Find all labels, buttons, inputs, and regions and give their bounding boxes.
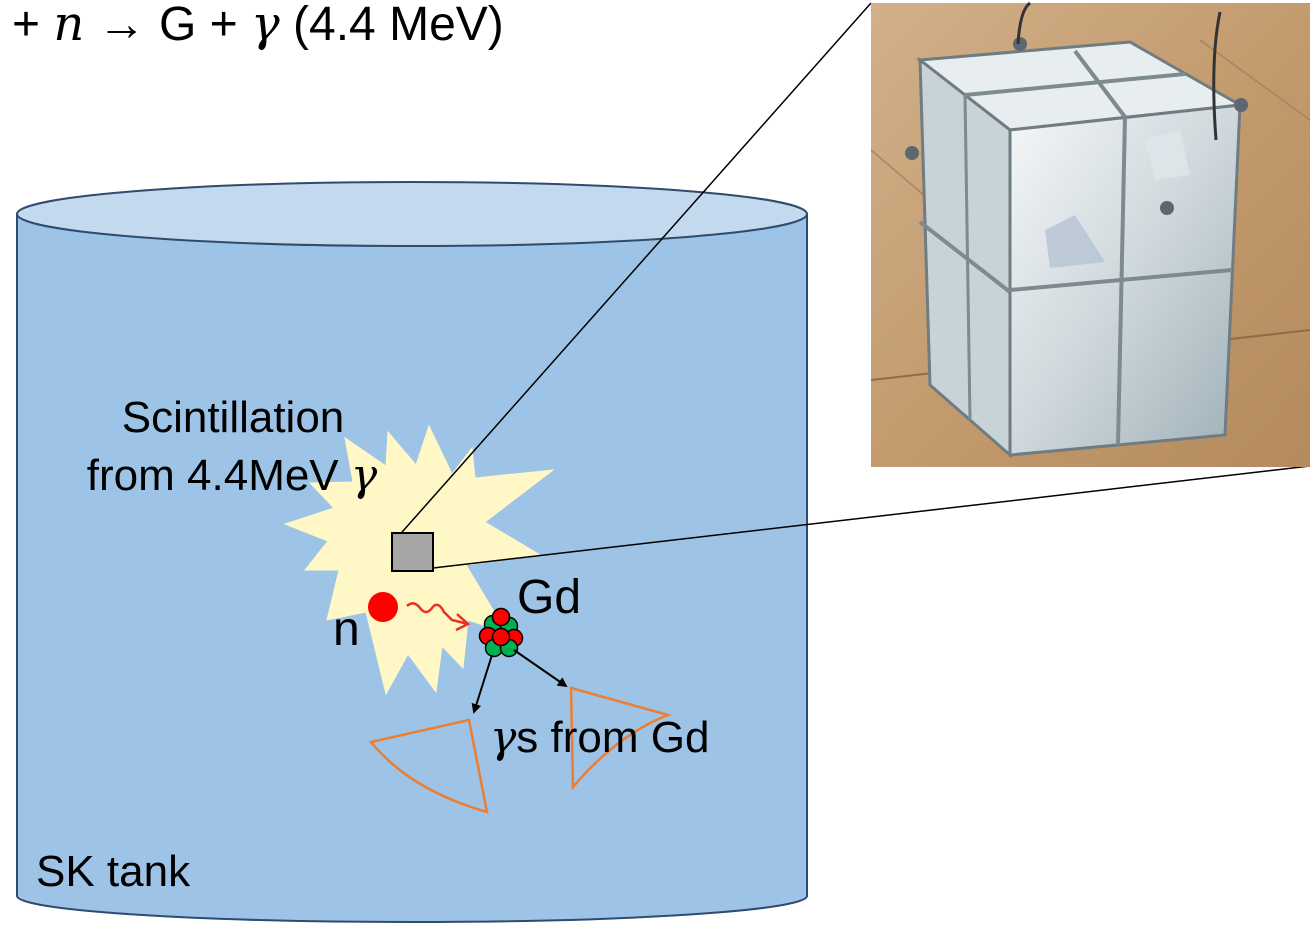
gd-label: Gd (517, 571, 581, 624)
gammas-from-gd-label: γs from Gd (490, 712, 709, 763)
tank-top (16, 181, 808, 247)
leader-line-top (394, 2, 872, 541)
cherenkov-cone-icon (368, 686, 672, 814)
neutron-label: n (333, 603, 360, 656)
leader-line-bottom (432, 465, 1311, 569)
gamma-arrow-left (471, 654, 493, 714)
tank-label: SK tank (36, 847, 191, 896)
scintillation-energy-label: from 4.4MeV γ (87, 450, 378, 501)
detector-photo (870, 1, 1311, 467)
detector-box-icon (391, 532, 434, 572)
wavy-arrow-icon (406, 602, 471, 632)
gd-nucleus-icon (478, 607, 524, 658)
scintillation-label: Scintillation (122, 393, 345, 442)
neutron-dot-icon (368, 592, 398, 622)
svg-text:+ n → G + γ (4.4 MeV): + n → G + γ (4.4 MeV) (12, 0, 504, 52)
top-equation: + n → G + γ (4.4 MeV) (12, 0, 504, 52)
gamma-arrow-right (513, 649, 568, 688)
